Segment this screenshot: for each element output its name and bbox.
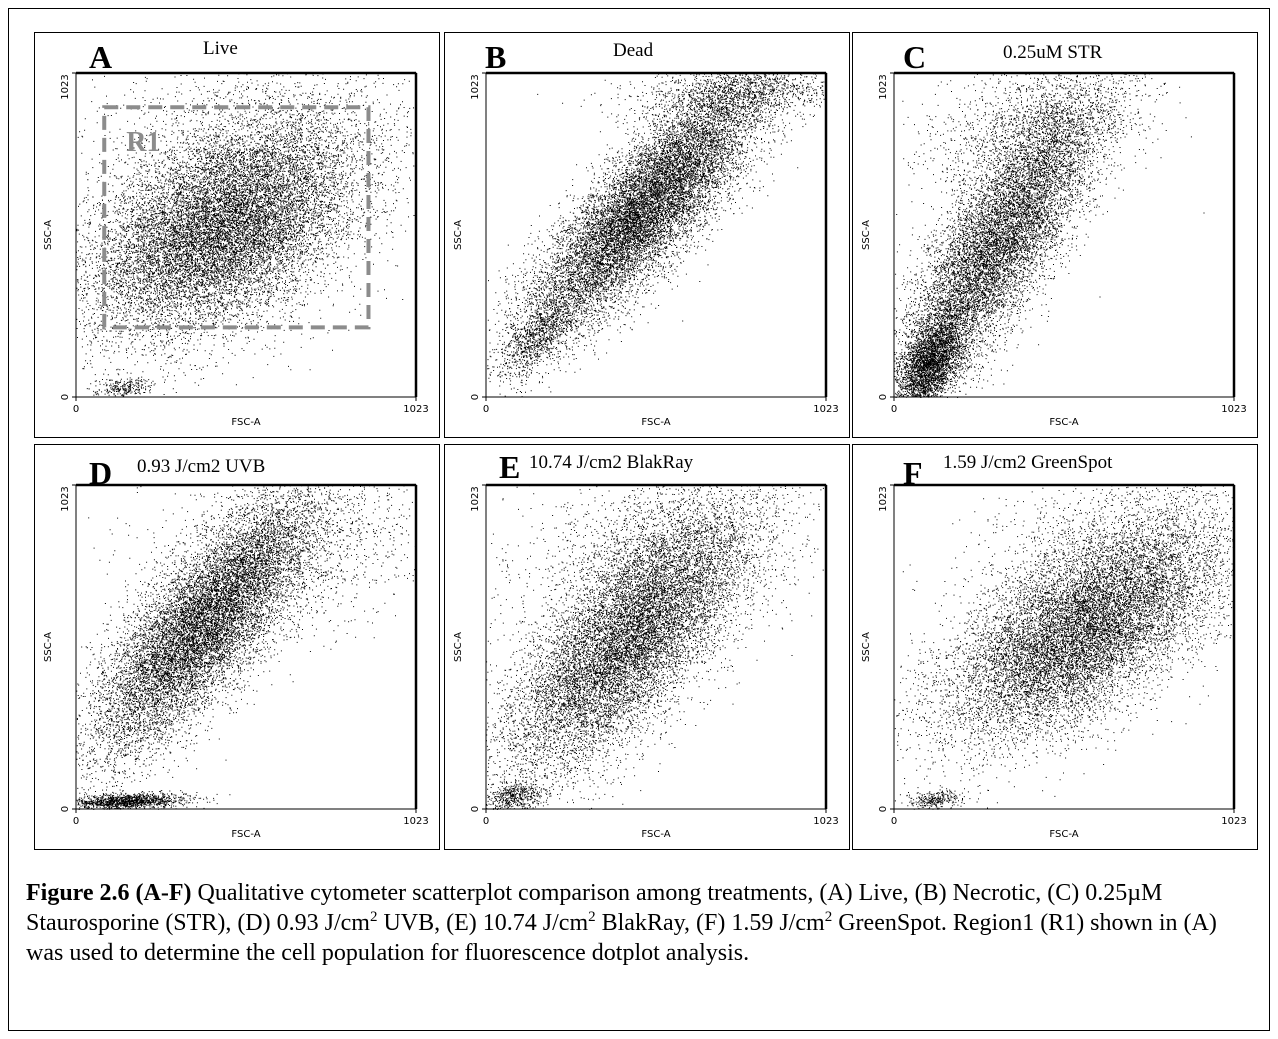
scatter-plot-c: 0 1023 0 1023 FSC-A SSC-A [861, 71, 1247, 428]
y-tick-label-min: 0 [878, 806, 889, 812]
scatter-plot-a: 0 1023 0 1023 FSC-A SSC-A R1 [43, 71, 429, 428]
panel-letter: B [485, 39, 507, 75]
dot-cluster-1 [88, 373, 165, 397]
y-axis-label: SSC-A [453, 220, 464, 250]
panel-title: 0.93 J/cm2 UVB [137, 456, 266, 477]
caption-text: Qualitative cytometer scatterplot compar… [26, 880, 1163, 936]
caption-text: GreenSpot. Region1 (R1) shown in (A) was… [26, 910, 1217, 966]
y-tick-label-max: 1023 [878, 74, 889, 99]
y-axis-label: SSC-A [43, 220, 54, 250]
dot-cloud [894, 485, 1235, 810]
panel-letter: A [89, 39, 113, 75]
panel-b: 0 1023 0 1023 FSC-A SSC-A B Dead [444, 32, 850, 438]
panel-title: Dead [613, 40, 654, 61]
plot-frame [485, 484, 827, 810]
x-axis-label: FSC-A [231, 417, 260, 428]
dot-cluster-0 [487, 73, 822, 398]
panel-e: 0 1023 0 1023 FSC-A SSC-A E 10.74 J/cm2 BlakR… [444, 444, 850, 850]
x-tick-label-max: 1023 [813, 816, 838, 827]
x-axis-label: FSC-A [641, 417, 670, 428]
y-tick-label-min: 0 [470, 394, 481, 400]
dot-cluster-0 [486, 485, 822, 810]
panel-d: 0 1023 0 1023 FSC-A SSC-A D 0.93 J/cm2 UVB [34, 444, 440, 850]
x-tick-label-max: 1023 [403, 404, 428, 415]
y-tick-label-min: 0 [878, 394, 889, 400]
x-tick-label-min: 0 [891, 816, 897, 827]
y-axis-label: SSC-A [861, 220, 872, 250]
scatter-plot-b: 0 1023 0 1023 FSC-A SSC-A [453, 71, 839, 428]
dot-cluster-1 [899, 785, 989, 810]
y-tick-label-max: 1023 [60, 486, 71, 511]
caption-text: BlakRay, (F) 1.59 J/cm [595, 910, 825, 936]
figure-caption: Figure 2.6 (A-F) Qualitative cytometer s… [26, 878, 1256, 968]
panel-title: Live [203, 38, 238, 59]
dot-cloud [487, 73, 825, 398]
panel-title: 1.59 J/cm2 GreenSpot [943, 452, 1113, 473]
scatter-plot-d: 0 1023 0 1023 FSC-A SSC-A [43, 483, 429, 840]
y-tick-label-max: 1023 [878, 486, 889, 511]
dot-cloud [76, 485, 417, 810]
x-axis-label: FSC-A [231, 829, 260, 840]
panel-letter: C [903, 39, 927, 75]
dot-cluster-1 [894, 270, 990, 398]
caption-superscript: 2 [824, 909, 833, 925]
caption-superscript: 2 [588, 909, 596, 925]
caption-label: Figure 2.6 (A-F) [26, 880, 192, 906]
gate-r1 [102, 105, 371, 330]
panel-letter: F [903, 455, 923, 491]
x-tick-label-max: 1023 [813, 404, 838, 415]
dot-cluster-2 [77, 73, 417, 283]
x-tick-label-min: 0 [483, 816, 489, 827]
dot-cluster-0 [76, 73, 417, 395]
dot-cluster-2 [896, 73, 1205, 242]
dot-cloud [894, 73, 1205, 398]
dot-cluster-0 [76, 485, 404, 809]
dot-cluster-0 [894, 73, 1168, 398]
x-axis-label: FSC-A [1049, 829, 1078, 840]
panel-letter: E [499, 449, 521, 485]
panel-letter: D [89, 455, 113, 491]
y-axis-label: SSC-A [43, 632, 54, 662]
panel-title: 10.74 J/cm2 BlakRay [529, 452, 694, 473]
x-tick-label-max: 1023 [403, 816, 428, 827]
dot-cluster-2 [487, 485, 824, 682]
dot-cluster-1 [486, 770, 552, 810]
panel-c: 0 1023 0 1023 FSC-A SSC-A C 0.25uM STR [852, 32, 1258, 438]
x-tick-label-max: 1023 [1221, 816, 1246, 827]
x-tick-label-max: 1023 [1221, 404, 1246, 415]
plot-frame [75, 72, 417, 398]
y-tick-label-min: 0 [470, 806, 481, 812]
y-axis-label: SSC-A [861, 632, 872, 662]
scatter-plot-e: 0 1023 0 1023 FSC-A SSC-A [453, 483, 839, 840]
y-tick-label-min: 0 [60, 394, 71, 400]
dot-cloud [76, 73, 417, 397]
plot-frame [893, 484, 1235, 810]
y-tick-label-min: 0 [60, 806, 71, 812]
y-tick-label-max: 1023 [470, 486, 481, 511]
scatter-plot-f: 0 1023 0 1023 FSC-A SSC-A [861, 483, 1247, 840]
dot-cluster-2 [81, 485, 417, 692]
dot-cluster-0 [894, 485, 1235, 809]
dot-cluster-1 [76, 789, 231, 810]
y-tick-label-max: 1023 [60, 74, 71, 99]
x-axis-label: FSC-A [1049, 417, 1078, 428]
x-tick-label-min: 0 [891, 404, 897, 415]
x-tick-label-min: 0 [73, 404, 79, 415]
gate-label: R1 [126, 127, 160, 158]
x-axis-label: FSC-A [641, 829, 670, 840]
y-tick-label-max: 1023 [470, 74, 481, 99]
dot-cluster-1 [487, 260, 602, 397]
panel-title: 0.25uM STR [1003, 42, 1103, 63]
caption-text: UVB, (E) 10.74 J/cm [377, 910, 589, 936]
dot-cloud [486, 485, 824, 810]
x-tick-label-min: 0 [73, 816, 79, 827]
panel-f: 0 1023 0 1023 FSC-A SSC-A F 1.59 J/cm2 GreenS… [852, 444, 1258, 850]
y-axis-label: SSC-A [453, 632, 464, 662]
x-tick-label-min: 0 [483, 404, 489, 415]
caption-superscript: 2 [369, 909, 378, 925]
panel-a: 0 1023 0 1023 FSC-A SSC-A R1 A Live [34, 32, 440, 438]
